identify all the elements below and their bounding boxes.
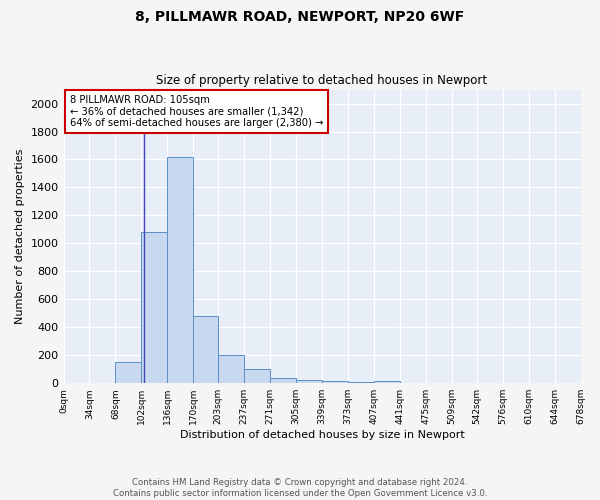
Bar bbox=[348, 382, 374, 383]
Bar bbox=[322, 381, 348, 383]
Text: 8, PILLMAWR ROAD, NEWPORT, NP20 6WF: 8, PILLMAWR ROAD, NEWPORT, NP20 6WF bbox=[136, 10, 464, 24]
Bar bbox=[115, 362, 142, 383]
Text: Contains HM Land Registry data © Crown copyright and database right 2024.
Contai: Contains HM Land Registry data © Crown c… bbox=[113, 478, 487, 498]
Title: Size of property relative to detached houses in Newport: Size of property relative to detached ho… bbox=[157, 74, 488, 87]
Bar bbox=[193, 316, 218, 383]
Text: 8 PILLMAWR ROAD: 105sqm
← 36% of detached houses are smaller (1,342)
64% of semi: 8 PILLMAWR ROAD: 105sqm ← 36% of detache… bbox=[70, 95, 323, 128]
Bar bbox=[218, 355, 244, 383]
Bar bbox=[142, 232, 167, 383]
Bar bbox=[167, 156, 193, 383]
Bar bbox=[296, 380, 322, 383]
Bar bbox=[244, 369, 270, 383]
Y-axis label: Number of detached properties: Number of detached properties bbox=[15, 148, 25, 324]
X-axis label: Distribution of detached houses by size in Newport: Distribution of detached houses by size … bbox=[179, 430, 464, 440]
Bar bbox=[270, 378, 296, 383]
Bar bbox=[374, 381, 400, 383]
